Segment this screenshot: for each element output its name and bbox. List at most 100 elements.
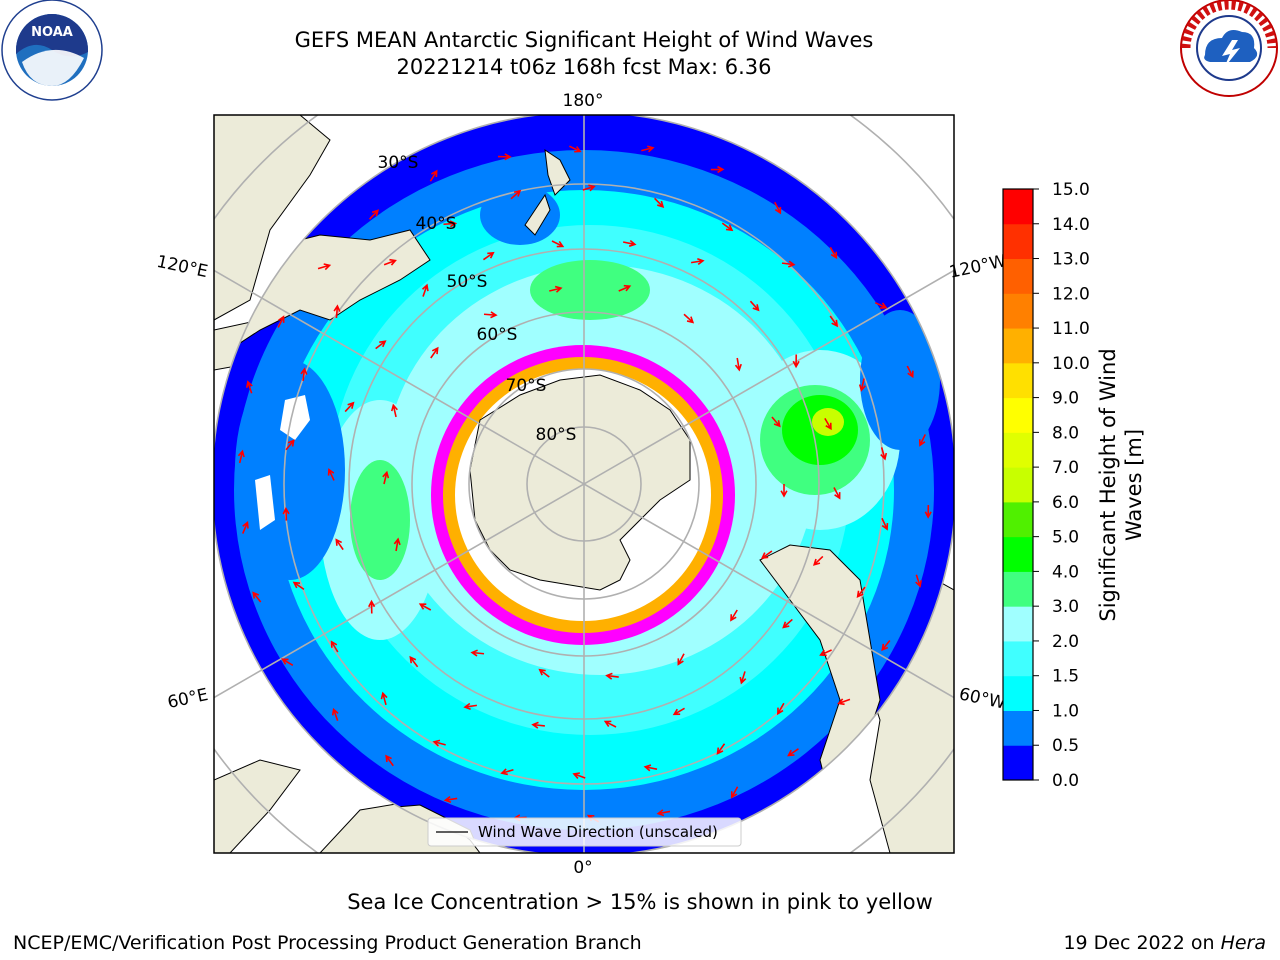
wind-arrow <box>677 653 685 666</box>
wind-arrow <box>730 609 738 622</box>
wind-arrow <box>344 401 355 413</box>
colorbar-tick-label: 6.0 <box>1052 493 1079 513</box>
wind-arrow <box>277 315 285 328</box>
lon-label-60e: 60°E <box>166 685 210 713</box>
wind-arrow <box>771 416 781 428</box>
wind-arrow <box>654 197 665 208</box>
wind-arrow <box>538 668 550 678</box>
colorbar-segment <box>1003 710 1033 746</box>
wind-arrow <box>721 222 734 232</box>
wind-arrow <box>739 671 747 685</box>
colorbar-segment <box>1003 501 1033 538</box>
lon-label-180: 180° <box>563 91 604 111</box>
wind-arrow <box>824 417 832 431</box>
wind-arrow <box>393 537 401 552</box>
wind-arrow <box>330 640 339 653</box>
wind-arrow <box>749 300 760 312</box>
lon-label-120e: 120°E <box>155 252 210 282</box>
colorbar-tick-label: 4.0 <box>1052 562 1079 582</box>
wind-arrow <box>418 603 432 611</box>
colorbar-label: Significant Height of Wind Waves [m] <box>1096 348 1146 621</box>
colorbar-segment <box>1003 640 1033 677</box>
wind-arrow <box>603 720 617 728</box>
wind-arrow <box>432 739 446 747</box>
wind-arrow <box>463 702 477 710</box>
colorbar-segment <box>1003 536 1033 572</box>
wind-arrow <box>924 505 932 519</box>
footer-host: Hera <box>1220 932 1266 954</box>
lat-label-70s: 70°S <box>506 376 547 396</box>
lat-label-60s: 60°S <box>477 325 518 345</box>
wind-arrow <box>327 468 335 481</box>
colorbar-tick-label: 2.0 <box>1052 632 1079 652</box>
wind-arrow <box>812 555 824 566</box>
wind-arrow <box>881 517 889 531</box>
wind-arrow <box>368 209 380 220</box>
wind-arrow <box>780 484 788 498</box>
colorbar-segment <box>1003 675 1033 711</box>
colorbar-segment <box>1003 223 1033 260</box>
wind-arrow <box>641 145 655 153</box>
wind-arrow <box>716 743 726 755</box>
wind-arrow <box>829 315 838 328</box>
noaa-logo-text: NOAA <box>31 25 73 40</box>
wind-arrow <box>292 581 305 591</box>
wind-arrow <box>430 346 439 359</box>
wind-arrow <box>656 809 671 817</box>
colorbar-segment <box>1003 397 1033 433</box>
sea-ice-caption: Sea Ice Concentration > 15% is shown in … <box>347 890 933 914</box>
colorbar-tick-label: 12.0 <box>1052 284 1090 304</box>
wind-arrow <box>281 658 294 667</box>
colorbar-frame <box>1002 188 1034 781</box>
colorbar-tick-label: 15.0 <box>1052 180 1090 200</box>
wind-arrow <box>710 165 725 174</box>
wind-arrow <box>333 304 341 319</box>
wind-arrow <box>241 521 249 534</box>
wind-arrow <box>672 707 685 716</box>
wind-arrow <box>915 574 922 588</box>
lat-label-30s: 30°S <box>378 153 419 173</box>
lat-label-80s: 80°S <box>536 425 577 445</box>
colorbar-tick-label: 9.0 <box>1052 389 1079 409</box>
wind-arrow <box>421 283 429 297</box>
colorbar-segment <box>1003 571 1033 607</box>
colorbar-tick-label: 10.0 <box>1052 354 1090 374</box>
colorbar-tick-label: 3.0 <box>1052 597 1079 617</box>
wind-arrow <box>510 189 522 200</box>
wind-arrow <box>237 449 245 464</box>
colorbar-tick-label: 1.0 <box>1052 701 1079 721</box>
lat-label-50s: 50°S <box>447 272 488 292</box>
wind-arrow <box>618 284 632 292</box>
wind-arrow <box>375 340 387 350</box>
wind-arrow <box>497 153 512 161</box>
wind-arrow <box>285 439 295 451</box>
wind-arrow <box>500 768 514 776</box>
wind-arrow <box>531 721 545 729</box>
wind-arrow <box>549 285 563 293</box>
map-panel: Wind Wave Direction (unscaled) <box>214 115 954 853</box>
colorbar-label-line2: Waves [m] <box>1122 429 1146 541</box>
lon-label-120w: 120°W <box>947 251 1008 283</box>
wind-arrow <box>317 263 332 271</box>
graticule <box>214 115 954 853</box>
wind-arrow <box>829 246 838 260</box>
wind-arrow <box>918 434 926 447</box>
wind-arrow <box>819 649 832 657</box>
wind-arrow <box>858 378 866 392</box>
wind-arrow <box>777 702 785 716</box>
wind-arrow <box>874 301 888 309</box>
wind-arrow <box>483 311 498 319</box>
colorbar-segment <box>1003 189 1033 225</box>
wind-arrow <box>906 365 914 379</box>
wind-arrow <box>643 764 658 772</box>
wind-arrow <box>335 538 344 551</box>
wind-arrow <box>390 403 398 418</box>
wind-arrow <box>582 184 596 192</box>
wind-arrow <box>881 639 891 652</box>
wind-arrow <box>605 672 619 680</box>
wind-arrow <box>792 354 800 369</box>
wind-arrow <box>380 691 388 706</box>
wind-arrow <box>622 239 637 247</box>
map-frame <box>213 114 955 854</box>
wind-arrow <box>569 145 582 153</box>
